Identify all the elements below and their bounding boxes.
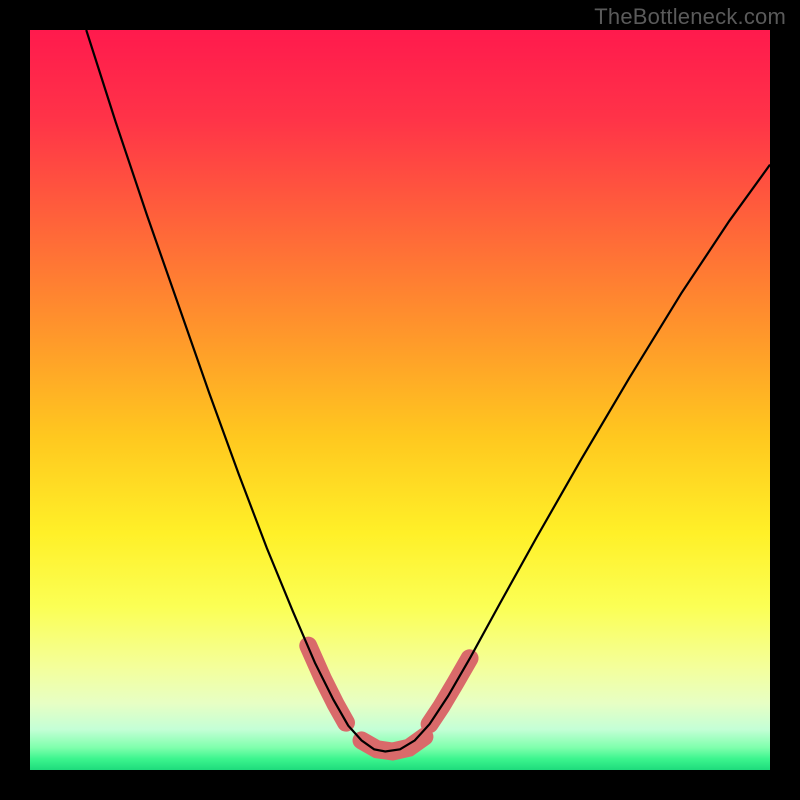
- curve-layer: [30, 30, 770, 770]
- watermark-text: TheBottleneck.com: [594, 4, 786, 30]
- plot-area: [30, 30, 770, 770]
- bottleneck-curve: [86, 30, 770, 752]
